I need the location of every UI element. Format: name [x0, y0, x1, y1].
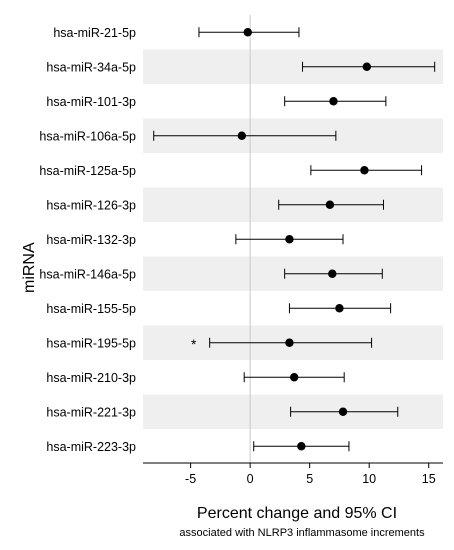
estimate-point	[237, 131, 247, 140]
estimate-point	[335, 304, 344, 313]
y-tick-label: hsa-miR-132-3p	[46, 233, 136, 247]
y-tick-label: hsa-miR-223-3p	[46, 440, 136, 454]
y-tick-labels: hsa-miR-21-5p hsa-miR-34a-5p hsa-miR-101-3…	[39, 26, 136, 454]
x-tick-label: 10	[362, 472, 376, 486]
y-tick-label: hsa-miR-195-5p	[46, 336, 136, 350]
estimate-point	[329, 97, 338, 106]
x-ticks: -5 0 5 10 15	[185, 463, 436, 486]
estimate-point	[360, 166, 369, 175]
y-tick-label: hsa-miR-106a-5p	[39, 129, 136, 143]
estimate-point	[325, 200, 335, 209]
y-tick-label: hsa-miR-155-5p	[46, 302, 136, 316]
y-tick-label: hsa-miR-21-5p	[53, 26, 136, 40]
estimate-point	[338, 407, 348, 416]
x-tick-label: 5	[306, 472, 313, 486]
y-tick-label: hsa-miR-126-3p	[46, 198, 136, 212]
x-axis-subtitle: associated with NLRP3 inflammasome incre…	[179, 527, 425, 539]
significance-marker: *	[191, 336, 197, 352]
y-tick-label: hsa-miR-125a-5p	[39, 164, 136, 178]
x-tick-label: 0	[247, 472, 254, 486]
estimate-point	[285, 235, 294, 244]
estimate-point	[243, 28, 252, 37]
estimate-rows: *	[153, 27, 436, 452]
estimate-point	[328, 269, 337, 278]
estimate-point	[285, 338, 294, 347]
x-tick-label: -5	[185, 472, 196, 486]
estimate-point	[289, 373, 299, 382]
y-tick-label: hsa-miR-221-3p	[46, 405, 136, 419]
x-axis-title: Percent change and 95% CI	[196, 505, 398, 522]
estimate-point	[297, 442, 306, 451]
y-tick-label: hsa-miR-34a-5p	[46, 60, 136, 74]
estimate-point	[362, 62, 372, 71]
y-tick-label: hsa-miR-210-3p	[46, 371, 136, 385]
y-tick-label: hsa-miR-101-3p	[46, 95, 136, 109]
y-axis-title: miRNA	[21, 242, 38, 293]
x-tick-label: 15	[422, 472, 436, 486]
y-tick-label: hsa-miR-146a-5p	[39, 267, 136, 281]
